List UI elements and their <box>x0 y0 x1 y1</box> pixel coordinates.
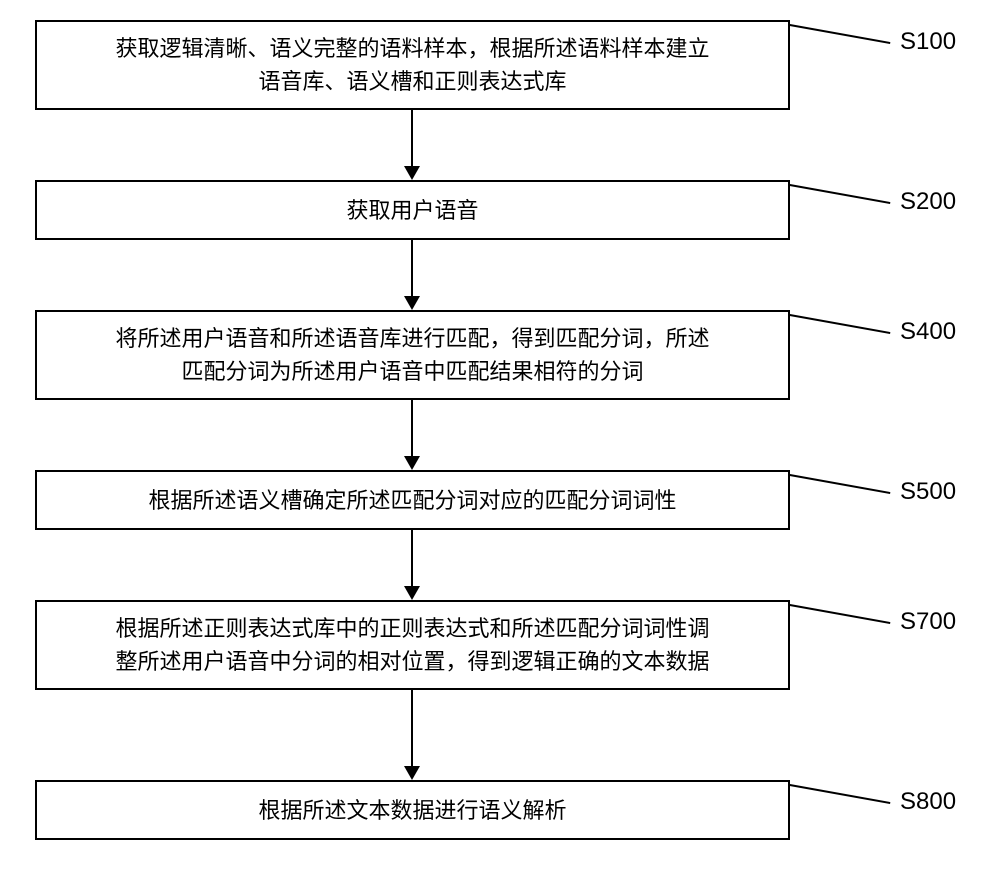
node-text: 将所述用户语音和所述语音库进行匹配，得到匹配分词，所述 匹配分词为所述用户语音中… <box>115 322 709 388</box>
node-text: 根据所述语义槽确定所述匹配分词对应的匹配分词词性 <box>148 484 676 517</box>
label-connector <box>790 24 890 44</box>
arrow-line <box>411 400 413 456</box>
arrow-head-icon <box>404 586 420 600</box>
step-label-s100: S100 <box>900 28 956 56</box>
flowchart-node-s500: 根据所述语义槽确定所述匹配分词对应的匹配分词词性 <box>35 470 790 530</box>
step-label-s400: S400 <box>900 318 956 346</box>
flowchart-node-s700: 根据所述正则表达式库中的正则表达式和所述匹配分词词性调 整所述用户语音中分词的相… <box>35 600 790 690</box>
flowchart-node-s100: 获取逻辑清晰、语义完整的语料样本，根据所述语料样本建立 语音库、语义槽和正则表达… <box>35 20 790 110</box>
flowchart-node-s200: 获取用户语音 <box>35 180 790 240</box>
arrow-line <box>411 110 413 166</box>
flowchart-node-s400: 将所述用户语音和所述语音库进行匹配，得到匹配分词，所述 匹配分词为所述用户语音中… <box>35 310 790 400</box>
step-label-s200: S200 <box>900 188 956 216</box>
arrow-head-icon <box>404 296 420 310</box>
flowchart-canvas: 获取逻辑清晰、语义完整的语料样本，根据所述语料样本建立 语音库、语义槽和正则表达… <box>0 0 1000 895</box>
flowchart-node-s800: 根据所述文本数据进行语义解析 <box>35 780 790 840</box>
label-connector <box>790 784 890 804</box>
arrow-head-icon <box>404 456 420 470</box>
label-connector <box>790 604 890 624</box>
label-connector <box>790 474 890 494</box>
step-label-s700: S700 <box>900 608 956 636</box>
step-label-s800: S800 <box>900 788 956 816</box>
node-text: 获取用户语音 <box>346 194 478 227</box>
label-connector <box>790 184 890 204</box>
node-text: 获取逻辑清晰、语义完整的语料样本，根据所述语料样本建立 语音库、语义槽和正则表达… <box>115 32 709 98</box>
node-text: 根据所述正则表达式库中的正则表达式和所述匹配分词词性调 整所述用户语音中分词的相… <box>115 612 709 678</box>
label-connector <box>790 314 890 334</box>
arrow-head-icon <box>404 766 420 780</box>
arrow-line <box>411 530 413 586</box>
arrow-line <box>411 690 413 766</box>
step-label-s500: S500 <box>900 478 956 506</box>
node-text: 根据所述文本数据进行语义解析 <box>258 794 566 827</box>
arrow-head-icon <box>404 166 420 180</box>
arrow-line <box>411 240 413 296</box>
